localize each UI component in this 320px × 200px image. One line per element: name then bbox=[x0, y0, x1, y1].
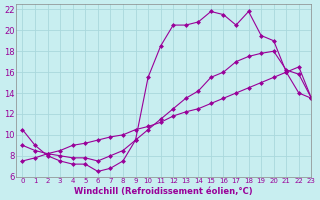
X-axis label: Windchill (Refroidissement éolien,°C): Windchill (Refroidissement éolien,°C) bbox=[75, 187, 253, 196]
